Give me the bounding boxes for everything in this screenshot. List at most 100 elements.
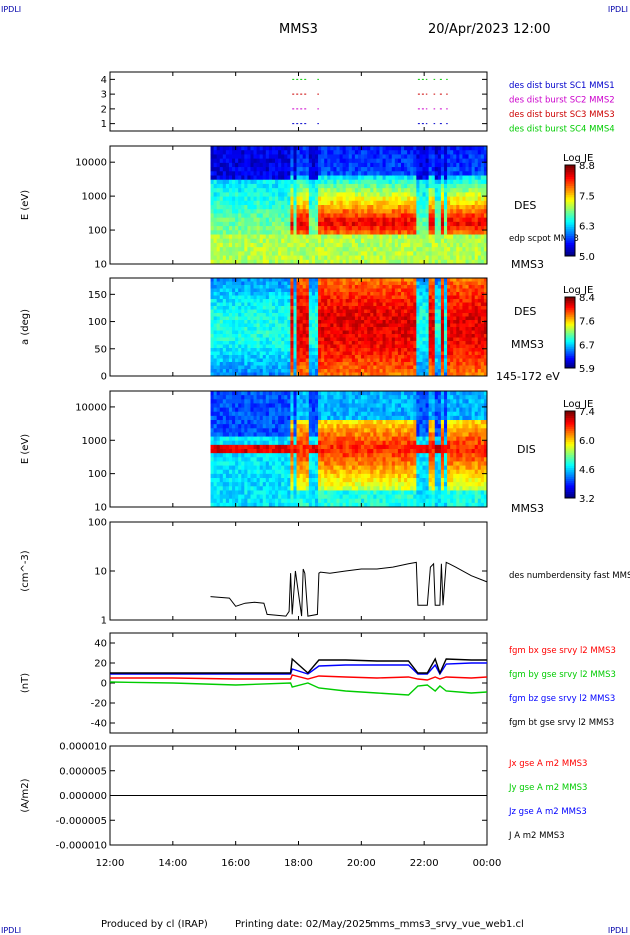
spectrogram-cell xyxy=(275,331,278,335)
spectrogram-cell xyxy=(373,345,376,349)
spectrogram-cell xyxy=(250,197,253,202)
spectrogram-cell xyxy=(447,327,450,331)
spectrogram-cell xyxy=(429,355,432,359)
spectrogram-cell xyxy=(321,213,324,218)
spectrogram-cell xyxy=(309,197,312,202)
spectrogram-cell xyxy=(250,299,253,303)
spectrogram-cell xyxy=(441,197,444,202)
spectrogram-cell xyxy=(370,299,373,303)
spectrogram-cell xyxy=(324,317,327,321)
spectrogram-cell xyxy=(438,345,441,349)
spectrogram-cell xyxy=(383,256,386,261)
spectrogram-cell xyxy=(229,251,232,256)
spectrogram-cell xyxy=(462,345,465,349)
spectrogram-cell xyxy=(469,171,472,176)
spectrogram-cell xyxy=(426,348,429,352)
spectrogram-cell xyxy=(432,256,435,261)
spectrogram-cell xyxy=(429,320,432,324)
spectrogram-cell xyxy=(447,362,450,366)
spectrogram-cell xyxy=(481,184,484,189)
spectrogram-cell xyxy=(297,188,300,193)
spectrogram-cell xyxy=(260,282,263,286)
spectrogram-cell xyxy=(401,303,404,307)
spectrogram-cell xyxy=(429,188,432,193)
spectrogram-cell xyxy=(465,299,468,303)
spectrogram-cell xyxy=(395,366,398,370)
spectrogram-cell xyxy=(269,310,272,314)
spectrogram-cell xyxy=(336,345,339,349)
spectrogram-cell xyxy=(407,359,410,363)
spectrogram-cell xyxy=(220,146,223,151)
spectrogram-cell xyxy=(373,299,376,303)
spectrogram-cell xyxy=(386,345,389,349)
spectrogram-cell xyxy=(343,282,346,286)
spectrogram-cell xyxy=(429,150,432,155)
spectrogram-cell xyxy=(324,331,327,335)
spectrogram-cell xyxy=(327,296,330,300)
spectrogram-cell xyxy=(284,345,287,349)
spectrogram-cell xyxy=(426,167,429,172)
spectrogram-cell xyxy=(260,230,263,235)
spectrogram-cell xyxy=(435,171,438,176)
spectrogram-cell xyxy=(244,209,247,214)
spectrogram-cell xyxy=(392,247,395,252)
spectrogram-cell xyxy=(370,251,373,256)
spectrogram-cell xyxy=(254,334,257,338)
spectrogram-cell xyxy=(235,285,238,289)
spectrogram-cell xyxy=(383,247,386,252)
spectrogram-cell xyxy=(254,292,257,296)
spectrogram-cell xyxy=(429,230,432,235)
spectrogram-cell xyxy=(475,247,478,252)
spectrogram-cell xyxy=(278,230,281,235)
spectrogram-cell xyxy=(441,247,444,252)
spectrogram-cell xyxy=(379,366,382,370)
spectrogram-cell xyxy=(370,327,373,331)
spectrogram-cell xyxy=(287,243,290,248)
spectrogram-cell xyxy=(447,184,450,189)
spectrogram-cell xyxy=(349,171,352,176)
spectrogram-cell xyxy=(315,154,318,159)
spectrogram-cell xyxy=(340,163,343,168)
spectrogram-cell xyxy=(410,188,413,193)
spectrogram-cell xyxy=(438,201,441,206)
spectrogram-cell xyxy=(367,213,370,218)
spectrogram-cell xyxy=(232,348,235,352)
spectrogram-cell xyxy=(453,355,456,359)
spectrogram-cell xyxy=(284,348,287,352)
spectrogram-cell xyxy=(410,226,413,231)
spectrogram-cell xyxy=(263,184,266,189)
spectrogram-cell xyxy=(241,171,244,176)
spectrogram-cell xyxy=(333,150,336,155)
spectrogram-cell xyxy=(321,146,324,151)
spectrogram-cell xyxy=(413,299,416,303)
spectrogram-cell xyxy=(459,317,462,321)
spectrogram-cell xyxy=(367,176,370,181)
spectrogram-cell xyxy=(422,331,425,335)
spectrogram-cell xyxy=(450,285,453,289)
spectrogram-cell xyxy=(447,159,450,164)
spectrogram-cell xyxy=(429,331,432,335)
spectrogram-cell xyxy=(459,230,462,235)
spectrogram-cell xyxy=(392,176,395,181)
spectrogram-cell xyxy=(456,317,459,321)
spectrogram-cell xyxy=(250,331,253,335)
spectrogram-cell xyxy=(450,334,453,338)
spectrogram-cell xyxy=(272,348,275,352)
spectrogram-cell xyxy=(404,235,407,240)
spectrogram-cell xyxy=(453,292,456,296)
spectrogram-cell xyxy=(422,292,425,296)
spectrogram-cell xyxy=(373,154,376,159)
spectrogram-cell xyxy=(315,176,318,181)
spectrogram-cell xyxy=(275,197,278,202)
spectrogram-cell xyxy=(413,163,416,168)
spectrogram-cell xyxy=(373,163,376,168)
spectrogram-cell xyxy=(426,243,429,248)
spectrogram-cell xyxy=(300,324,303,328)
spectrogram-cell xyxy=(297,256,300,261)
spectrogram-cell xyxy=(459,352,462,356)
spectrogram-cell xyxy=(290,222,293,227)
spectrogram-cell xyxy=(223,243,226,248)
spectrogram-cell xyxy=(226,338,229,342)
spectrogram-cell xyxy=(441,355,444,359)
spectrogram-cell xyxy=(413,205,416,210)
